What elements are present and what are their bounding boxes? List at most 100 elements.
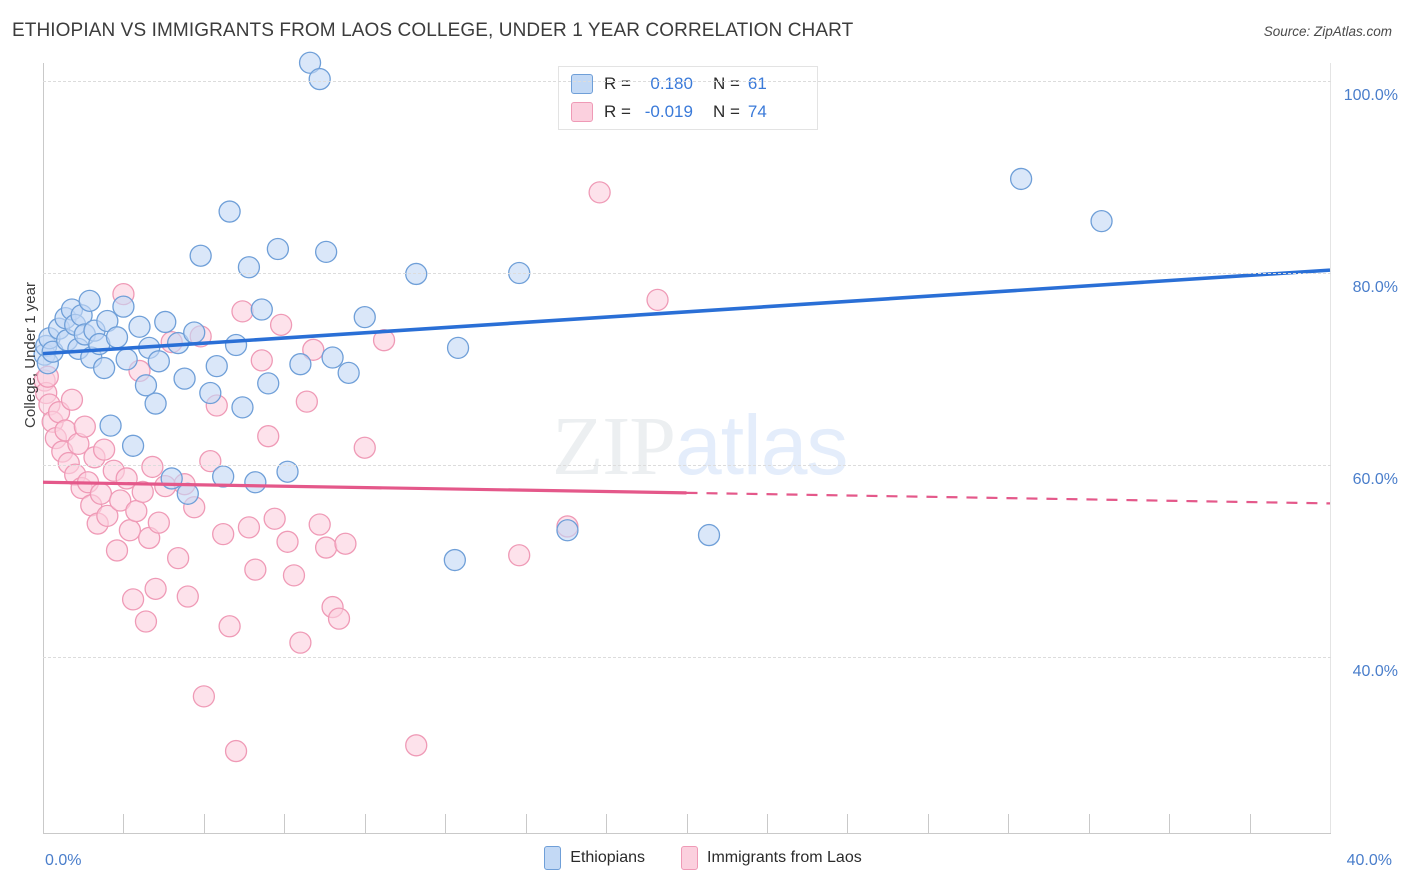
x-tick: [766, 814, 768, 833]
scatter-point: [121, 588, 145, 611]
scatter-point: [192, 685, 216, 708]
gridline-80: [43, 273, 1331, 274]
scatter-point: [183, 321, 206, 344]
scatter-point: [212, 465, 235, 488]
scatter-point: [89, 482, 113, 505]
trendline: [42, 480, 687, 495]
legend-n-value-pink: 74: [747, 102, 767, 121]
x-tick: [203, 814, 205, 833]
scatter-point: [276, 460, 299, 483]
x-tick: [1008, 814, 1010, 833]
scatter-point: [189, 244, 212, 267]
scatter-point: [237, 516, 261, 539]
scatter-point: [199, 381, 222, 405]
series-legend: Ethiopians Immigrants from Laos: [0, 846, 1406, 870]
scatter-point: [646, 288, 669, 312]
y-axis-title-text: College, Under 1 year: [22, 282, 39, 428]
legend-row-ethiopians: R = 0.180 N = 61: [571, 70, 805, 98]
scatter-point: [73, 415, 96, 438]
scatter-point: [199, 450, 222, 473]
x-tick: [1088, 814, 1090, 833]
scatter-point: [244, 471, 267, 494]
scatter-point: [327, 607, 351, 630]
legend-n-label-blue: N =: [712, 74, 740, 93]
scatter-point: [96, 309, 119, 333]
x-tick: [364, 814, 366, 833]
scatter-point: [257, 425, 280, 448]
x-tick: [445, 814, 447, 833]
scatter-point: [508, 544, 531, 567]
gridline-40: [43, 657, 1331, 658]
scatter-point: [334, 532, 357, 555]
legend-r-label-pink: R =: [604, 102, 631, 121]
scatter-point: [446, 336, 470, 360]
scatter-point: [244, 558, 267, 581]
scatter-point: [237, 256, 261, 279]
trendline: [42, 268, 1331, 356]
plot-right-border: [1330, 63, 1331, 834]
scatter-point: [231, 300, 254, 323]
scatter-point: [131, 480, 154, 504]
legend-n-value-blue: 61: [747, 74, 767, 93]
source-attribution: Source: ZipAtlas.com: [1263, 24, 1392, 39]
scatter-point: [353, 306, 376, 329]
scatter-point: [224, 739, 248, 763]
scatter-point: [134, 610, 158, 633]
scatter-point: [231, 396, 254, 419]
x-axis-min-label: 0.0%: [45, 852, 82, 869]
legend-swatch-pink: [571, 102, 593, 122]
series-legend-item-ethiopians[interactable]: Ethiopians: [544, 846, 645, 870]
scatter-point: [250, 298, 273, 321]
scatter-point: [112, 295, 135, 318]
series-swatch-pink: [681, 846, 698, 870]
x-tick: [927, 814, 929, 833]
scatter-point: [405, 734, 428, 757]
x-tick: [686, 814, 688, 833]
scatter-point: [60, 388, 84, 411]
series-legend-item-laos[interactable]: Immigrants from Laos: [681, 846, 862, 870]
scatter-point: [289, 631, 312, 654]
scatter-point: [144, 577, 167, 600]
scatter-point: [99, 414, 122, 437]
scatter-point: [78, 289, 101, 312]
legend-swatch-blue: [571, 74, 593, 94]
y-axis-line: [43, 63, 44, 834]
scatter-point: [134, 374, 158, 397]
y-tick-label-60: 60.0%: [1352, 471, 1398, 488]
scatter-point: [96, 504, 119, 528]
scatter-point: [314, 240, 338, 264]
x-tick: [1249, 814, 1251, 833]
series-label-laos: Immigrants from Laos: [707, 849, 862, 866]
scatter-point: [176, 482, 199, 505]
series-swatch-blue: [544, 846, 562, 870]
scatter-point: [308, 67, 331, 91]
trendline: [686, 491, 1331, 505]
scatter-point: [1090, 210, 1113, 233]
gridline-60: [43, 465, 1331, 466]
scatter-point: [337, 361, 360, 384]
scatter-point: [154, 310, 177, 334]
x-tick: [606, 814, 608, 833]
scatter-point: [118, 519, 142, 542]
page-title: ETHIOPIAN VS IMMIGRANTS FROM LAOS COLLEG…: [12, 20, 854, 41]
series-label-ethiopians: Ethiopians: [570, 849, 645, 866]
x-tick: [525, 814, 527, 833]
scatter-point: [141, 455, 164, 479]
scatter-point: [353, 436, 376, 459]
x-tick: [1169, 814, 1171, 833]
scatter-point: [697, 523, 721, 547]
scatter-point: [321, 346, 344, 369]
scatter-point: [147, 350, 170, 373]
scatter-point: [147, 511, 170, 534]
scatter-point: [105, 326, 129, 349]
scatter-point: [212, 522, 235, 546]
scatter-point: [302, 338, 325, 361]
x-tick: [123, 814, 125, 833]
scatter-point: [125, 499, 148, 523]
scatter-point: [115, 348, 138, 371]
scatter-point: [173, 367, 196, 390]
gridline-100: [43, 81, 1331, 82]
scatter-point: [105, 539, 129, 562]
scatter-point: [556, 519, 579, 542]
